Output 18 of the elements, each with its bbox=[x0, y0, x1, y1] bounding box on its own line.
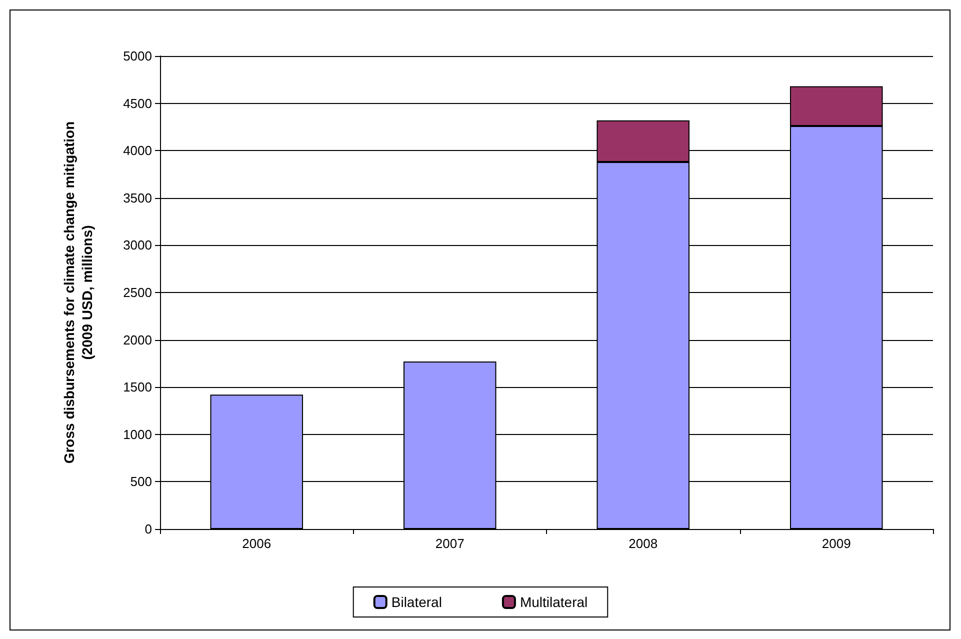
y-tick-label: 500 bbox=[130, 474, 152, 490]
y-tick-label: 2500 bbox=[123, 285, 152, 300]
x-tick-label: 2007 bbox=[435, 536, 464, 551]
y-tick-label: 2000 bbox=[123, 332, 152, 348]
legend-label: Bilateral bbox=[391, 594, 442, 610]
y-tick-label: 5000 bbox=[123, 48, 152, 64]
y-axis-title: Gross disbursements for climate change mitigation (2009 USD, millions) bbox=[61, 121, 95, 464]
y-tick-label: 3500 bbox=[123, 190, 152, 206]
x-tick-label: 2008 bbox=[628, 536, 658, 551]
y-tick-label: 1500 bbox=[123, 380, 152, 395]
y-tick-label: 1000 bbox=[123, 426, 152, 442]
y-tick-label: 4500 bbox=[123, 96, 152, 111]
y-tick-label: 0 bbox=[144, 522, 152, 536]
y-tick-label: 3000 bbox=[123, 238, 152, 253]
y-tick-label: 4000 bbox=[123, 143, 152, 158]
x-tick-label: 2009 bbox=[822, 536, 851, 551]
x-tick-label: 2006 bbox=[242, 536, 272, 551]
legend-label: Multilateral bbox=[520, 594, 588, 610]
